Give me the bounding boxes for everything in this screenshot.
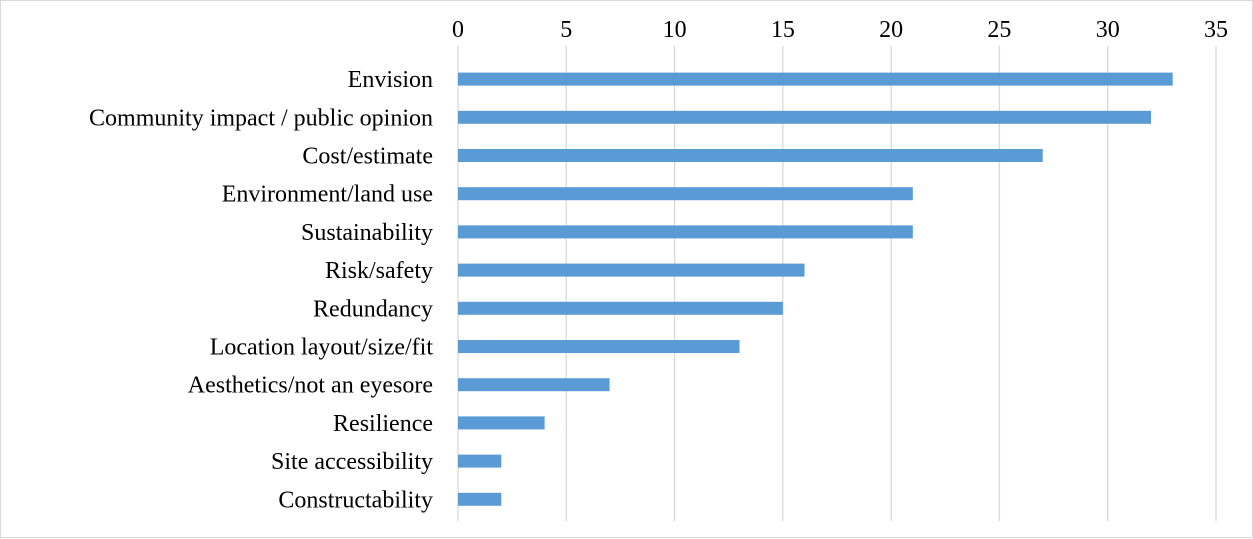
category-labels: Envision Community impact / public opinio…	[89, 67, 433, 513]
bar	[458, 149, 1043, 162]
bar	[458, 492, 502, 506]
bar	[458, 416, 545, 430]
category-label: Environment/land use	[222, 182, 433, 208]
x-tick-label: 30	[1096, 17, 1120, 43]
bar	[458, 340, 740, 353]
category-label: Risk/safety	[325, 258, 433, 284]
bar	[458, 263, 805, 277]
x-tick-label: 10	[663, 17, 687, 43]
x-tick-label: 0	[452, 17, 464, 43]
category-label: Cost/estimate	[302, 144, 433, 170]
x-tick-label: 35	[1204, 17, 1228, 43]
x-tick-label: 25	[987, 17, 1011, 43]
bar	[458, 301, 783, 315]
category-label: Resilience	[333, 411, 433, 437]
x-axis-ticks: 0 5 10 15 20 25 30 35	[452, 17, 1228, 43]
bar	[458, 225, 913, 239]
category-label: Constructability	[278, 487, 433, 513]
category-label: Sustainability	[301, 220, 433, 246]
bar	[458, 378, 610, 392]
x-tick-label: 5	[560, 17, 572, 43]
category-label: Redundancy	[313, 296, 433, 322]
x-tick-label: 20	[879, 17, 903, 43]
bar	[458, 110, 1152, 124]
bar	[458, 454, 502, 468]
gridlines	[457, 46, 1217, 521]
bar	[458, 187, 913, 201]
category-label: Aesthetics/not an eyesore	[188, 373, 433, 399]
bar	[458, 72, 1173, 86]
category-label: Site accessibility	[271, 449, 433, 475]
x-tick-label: 15	[771, 17, 795, 43]
category-label: Community impact / public opinion	[89, 105, 433, 131]
category-label: Envision	[348, 67, 433, 93]
bars	[458, 72, 1173, 506]
category-label: Location layout/size/fit	[210, 335, 434, 361]
